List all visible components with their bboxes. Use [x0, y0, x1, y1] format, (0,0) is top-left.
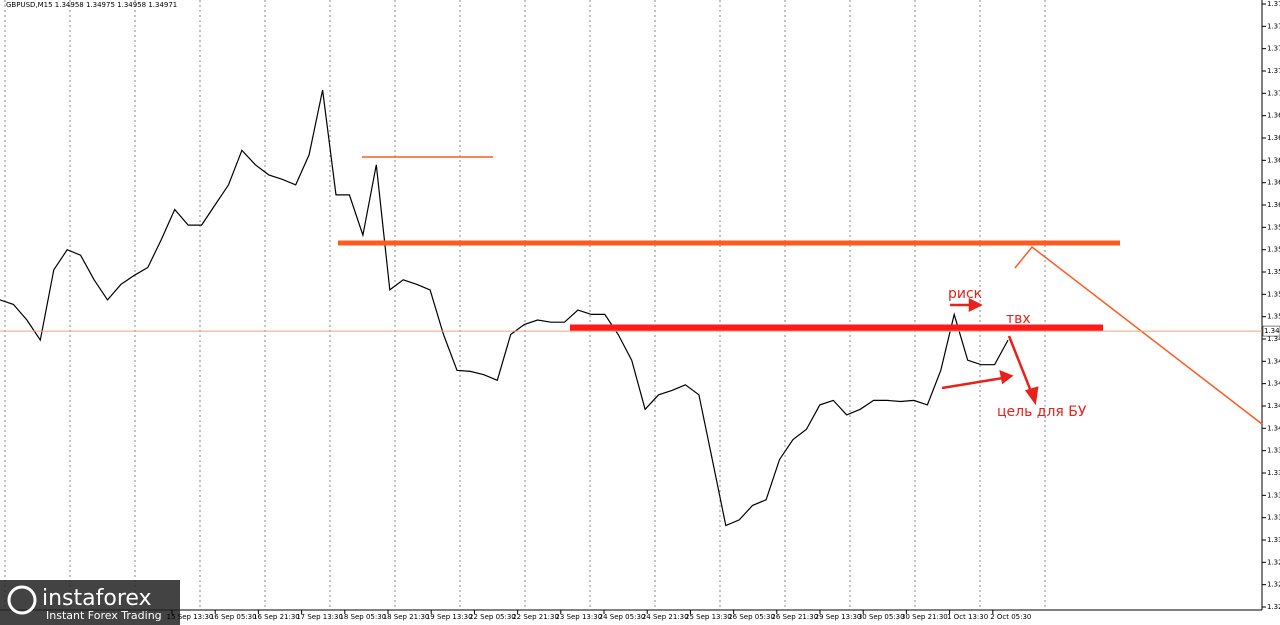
y-tick-label: 1.379	[1267, 0, 1280, 8]
y-tick-label: 1.367	[1267, 134, 1280, 142]
x-tick-label: 18 Sep 21:30	[383, 613, 430, 621]
x-tick-label: 30 Sep 21:30	[901, 613, 948, 621]
annotation: цель для БУ	[997, 404, 1087, 420]
y-tick-label: 1.335	[1267, 491, 1280, 499]
plot	[0, 89, 1009, 527]
y-tick-label: 1.329	[1267, 558, 1280, 566]
y-tick-label: 1.353	[1267, 290, 1280, 298]
logo-background	[0, 580, 180, 625]
projection-line	[1014, 245, 1263, 425]
x-tick-label: 26 Sep 21:30	[771, 613, 818, 621]
y-tick-label: 1.347	[1267, 357, 1280, 365]
x-tick-label: 16 Sep 05:30	[210, 613, 257, 621]
arrows	[941, 297, 1039, 406]
x-tick-label: 18 Sep 05:30	[339, 613, 386, 621]
x-tick-label: 17 Sep 13:30	[296, 613, 343, 621]
y-tick-label: 1.355	[1267, 268, 1280, 276]
y-tick-label: 1.365	[1267, 156, 1280, 164]
y-tick-label: 1.345	[1267, 380, 1280, 388]
y-tick-label: 1.343	[1267, 402, 1280, 410]
y-tick-label: 1.341	[1267, 424, 1280, 432]
annotation: риск	[948, 286, 982, 302]
logo-tagline: Instant Forex Trading	[46, 609, 162, 622]
x-tick-label: 22 Sep 21:30	[512, 613, 559, 621]
y-tick-label: 1.369	[1267, 112, 1280, 120]
y-tick-label: 1.375	[1267, 45, 1280, 53]
logo-icon	[7, 585, 37, 615]
y-tick-label: 1.331	[1267, 536, 1280, 544]
x-tick-label: 24 Sep 05:30	[599, 613, 646, 621]
y-tick-label: 1.333	[1267, 514, 1280, 522]
y-tick-label: 1.327	[1267, 581, 1280, 589]
y-tick-label: 1.349	[1267, 335, 1280, 343]
y-tick-label: 1.325	[1267, 603, 1280, 611]
x-tick-label: 26 Sep 05:30	[728, 613, 775, 621]
y-tick-label: 1.351	[1267, 313, 1280, 321]
x-tick-label: 30 Sep 05:30	[858, 613, 905, 621]
x-tick-label: 22 Sep 05:30	[469, 613, 516, 621]
x-tick-label: 19 Sep 13:30	[426, 613, 473, 621]
y-tick-label: 1.373	[1267, 67, 1280, 75]
x-tick-label: 15 Sep 13:30	[167, 613, 214, 621]
price-line	[0, 89, 1009, 527]
x-tick-label: 1 Oct 13:30	[947, 613, 988, 621]
y-tick-label: 1.363	[1267, 179, 1280, 187]
x-tick-label: 2 Oct 05:30	[990, 613, 1031, 621]
y-tick-label: 1.377	[1267, 22, 1280, 30]
time-grid	[4, 0, 1046, 610]
logo-name: instaforex	[42, 586, 152, 611]
x-tick-label: 25 Sep 13:30	[685, 613, 732, 621]
annotation: твх	[1006, 311, 1031, 327]
x-tick-label: 16 Sep 21:30	[253, 613, 300, 621]
current-price-box	[1262, 325, 1280, 337]
y-tick-label: 1.339	[1267, 447, 1280, 455]
y-tick-label: 1.357	[1267, 246, 1280, 254]
x-tick-label: 29 Sep 13:30	[815, 613, 862, 621]
y-tick-label: 1.371	[1267, 89, 1280, 97]
logo: instaforex Instant Forex Trading	[0, 580, 180, 625]
y-tick-label: 1.361	[1267, 201, 1280, 209]
y-tick-label: 1.337	[1267, 469, 1280, 477]
y-tick-label: 1.359	[1267, 223, 1280, 231]
x-tick-label: 24 Sep 21:30	[642, 613, 689, 621]
chart-header: GBPUSD,M15 1.34958 1.34975 1.34958 1.349…	[6, 1, 177, 9]
x-tick-label: 23 Sep 13:30	[555, 613, 602, 621]
current-price-label: 1.34971	[1264, 327, 1280, 335]
